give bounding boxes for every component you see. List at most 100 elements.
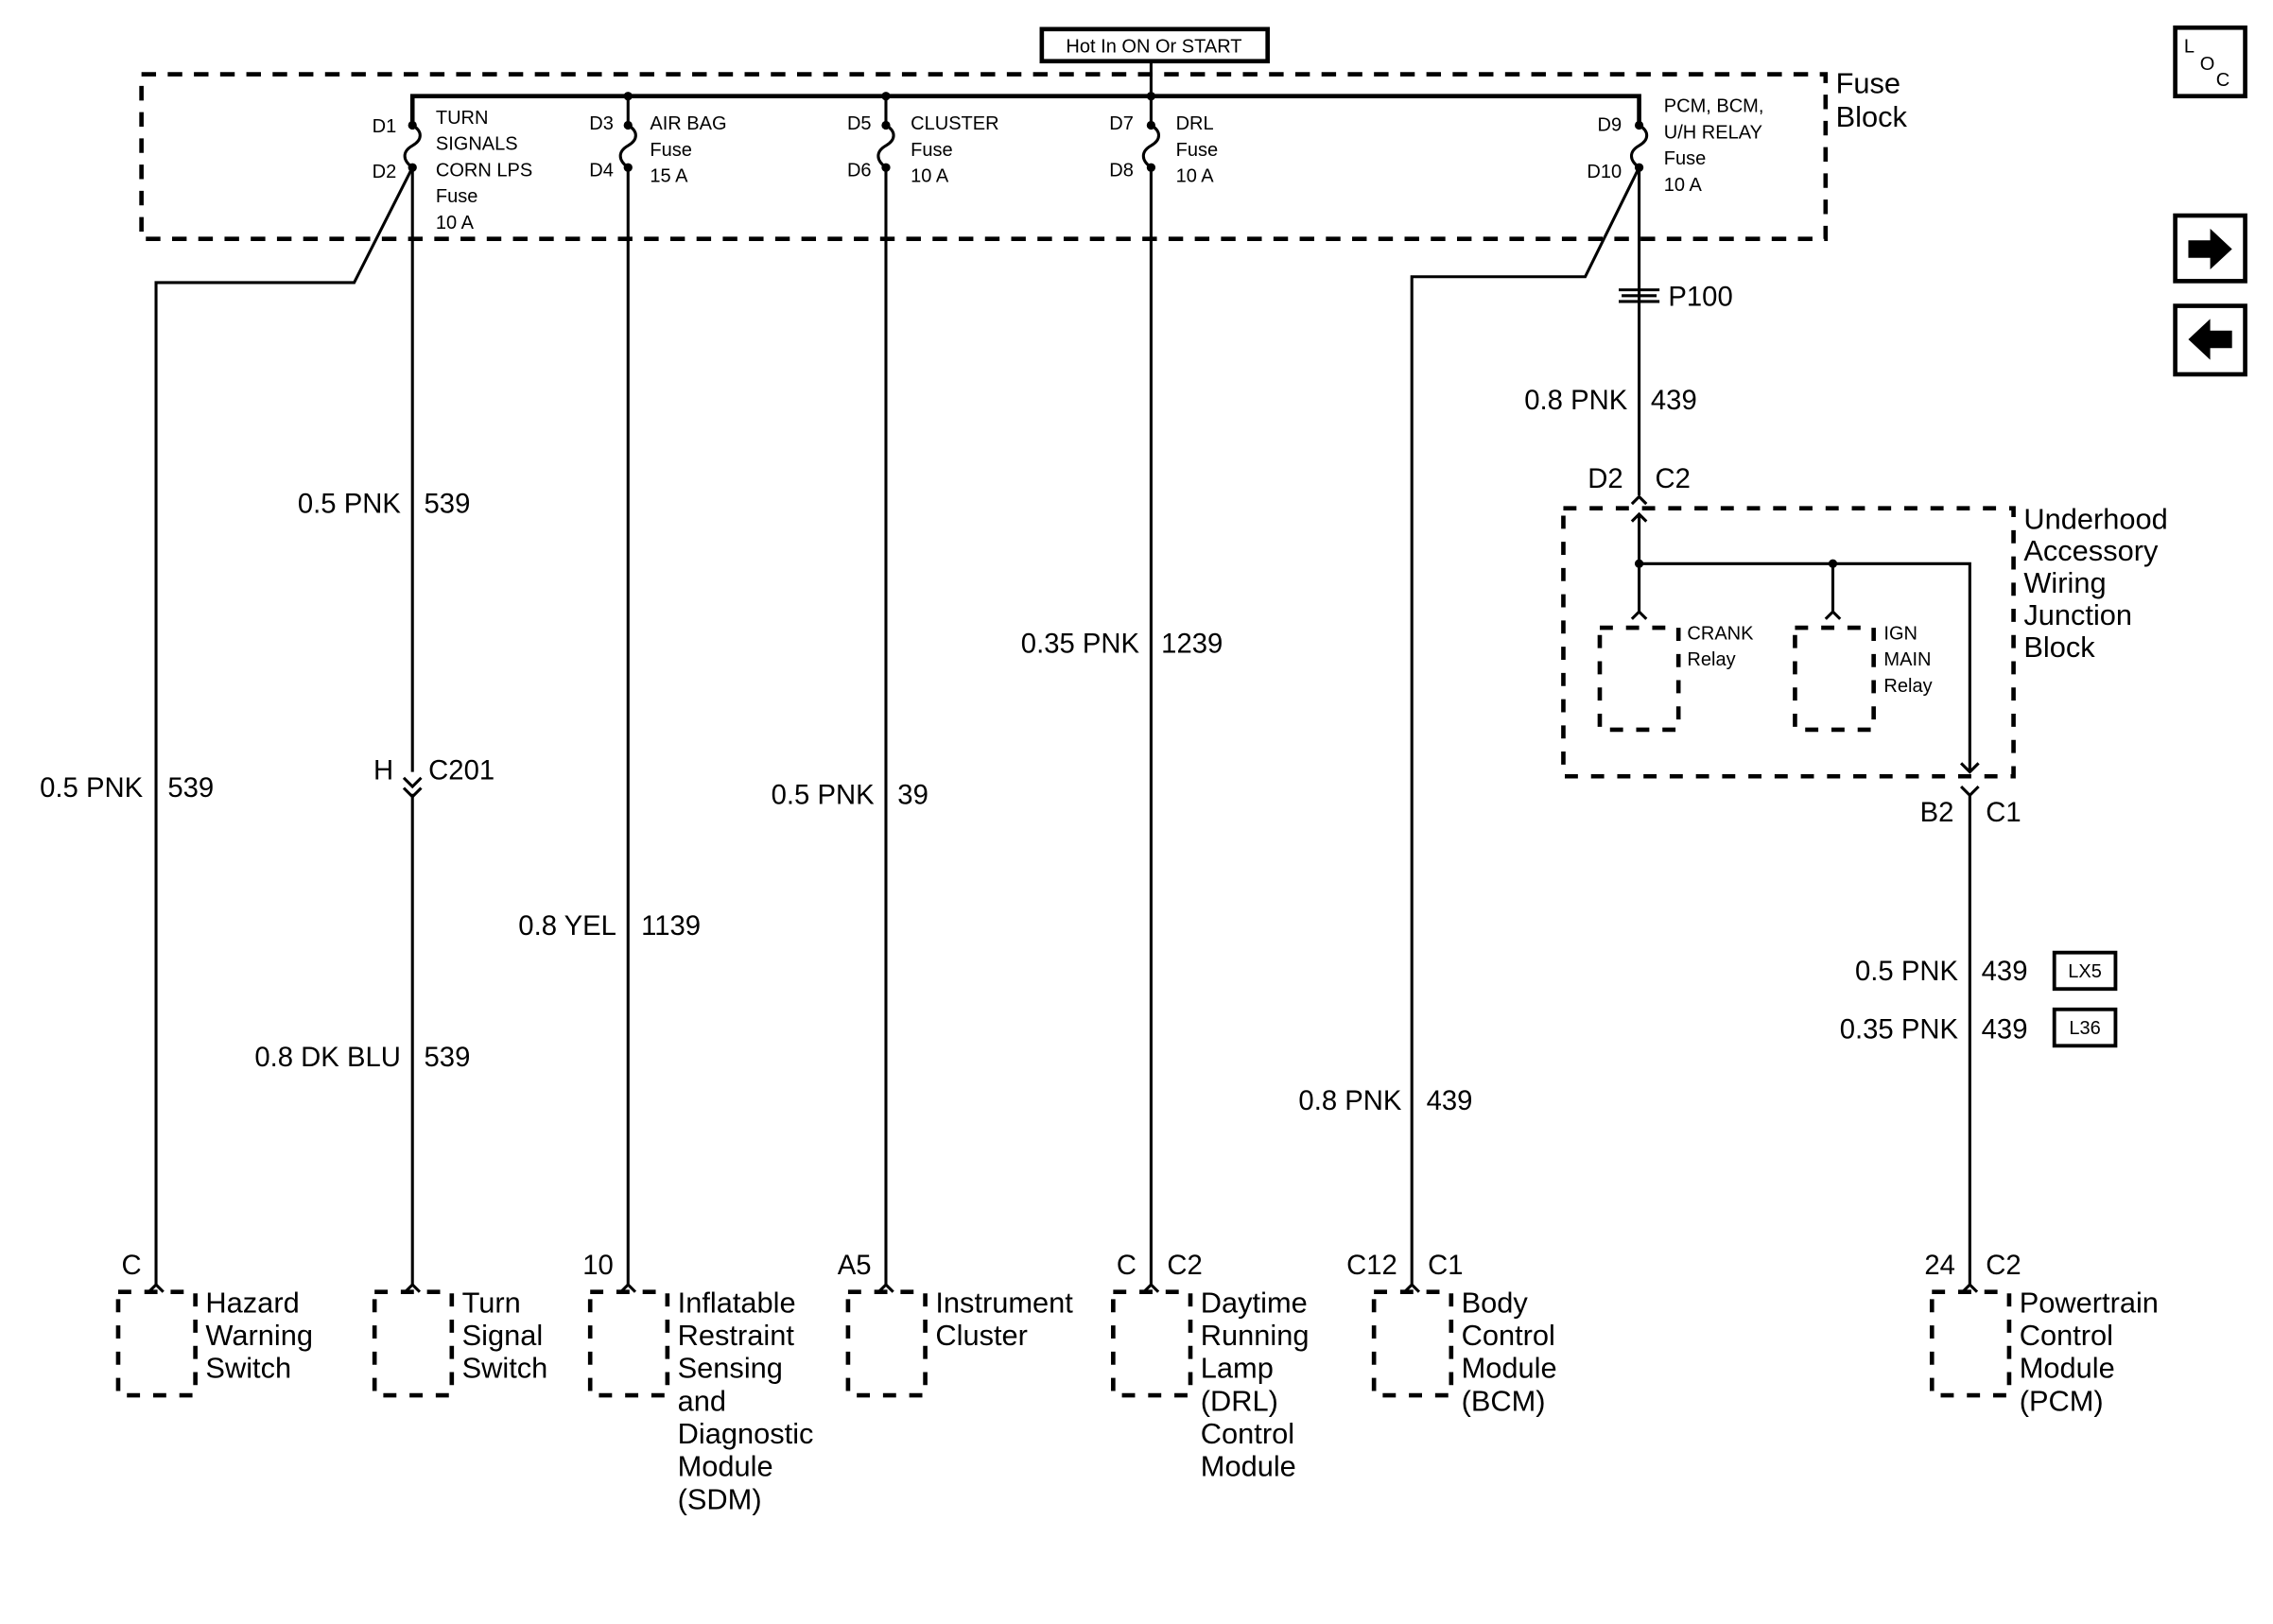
svg-text:D6: D6 <box>847 160 872 181</box>
splice-p100: P100 <box>1619 283 1733 313</box>
connector-name: C201 <box>428 755 495 786</box>
fuse-drl: D7 D8 DRL Fuse 10 A <box>1109 95 1218 187</box>
svg-text:Hot In ON Or START: Hot In ON Or START <box>1066 36 1241 57</box>
component-name: Restraint <box>678 1319 795 1352</box>
component-box <box>587 1289 670 1398</box>
wire-hazard <box>154 166 414 1285</box>
svg-text:D8: D8 <box>1109 160 1134 181</box>
connector-icon <box>1961 1282 1979 1293</box>
component-name: Module <box>678 1450 773 1483</box>
connector-pin: A5 <box>838 1251 872 1281</box>
fuse-block-label: Block <box>1836 100 1908 133</box>
wire-gauge: 0.35 PNK <box>1840 1015 1959 1045</box>
component-name: Control <box>2020 1319 2113 1352</box>
connector-name: C1 <box>1428 1251 1463 1281</box>
component-name: Hazard <box>205 1286 299 1319</box>
wire-circuit: 439 <box>1982 1015 2028 1045</box>
wire-circuit: 39 <box>897 781 928 811</box>
svg-text:PCM, BCM,: PCM, BCM, <box>1664 96 1764 117</box>
svg-text:CRANK: CRANK <box>1687 623 1754 644</box>
connector-icon <box>619 1282 637 1293</box>
wire-circuit: 439 <box>1982 957 2028 987</box>
svg-text:CORN LPS: CORN LPS <box>436 160 532 181</box>
connector-icon <box>404 1282 422 1293</box>
svg-text:Underhood: Underhood <box>2023 502 2167 535</box>
connector-icon <box>147 1282 165 1293</box>
component-name: Signal <box>462 1319 544 1352</box>
component-name: Cluster <box>935 1319 1028 1352</box>
wire-pcm-lower <box>1960 785 1980 1285</box>
svg-text:D3: D3 <box>589 113 614 134</box>
junction-block-label: Underhood Accessory Wiring Junction Bloc… <box>2023 502 2167 664</box>
component-box <box>372 1289 455 1398</box>
option-badge-l36: L36 <box>2052 1007 2118 1048</box>
wire-circuit: 1239 <box>1161 629 1223 659</box>
fuse-block-label: Fuse <box>1836 67 1900 100</box>
svg-text:DRL: DRL <box>1176 113 1214 134</box>
svg-text:IGN: IGN <box>1883 623 1917 644</box>
connector-icon <box>877 1282 894 1293</box>
wire-circuit: 539 <box>425 1043 471 1073</box>
next-page-button[interactable] <box>2173 213 2247 284</box>
junction-dot <box>1634 559 1644 568</box>
wire-gauge: 0.5 PNK <box>40 773 143 803</box>
svg-text:Junction: Junction <box>2023 598 2132 631</box>
wire-bcm <box>1410 166 1640 1285</box>
component-name: Module <box>1201 1450 1296 1483</box>
arrow-right-icon <box>2188 228 2232 270</box>
svg-text:LX5: LX5 <box>2068 961 2102 982</box>
fuse-cluster: D5 D6 CLUSTER Fuse 10 A <box>847 95 999 187</box>
component-name: Daytime <box>1201 1286 1308 1319</box>
component-name: (PCM) <box>2020 1384 2104 1417</box>
wire-circuit: 1139 <box>641 911 701 942</box>
fuse-pcm-bcm: D9 D10 PCM, BCM, U/H RELAY Fuse 10 A <box>1587 96 1763 196</box>
component-name: Turn <box>462 1286 521 1319</box>
svg-text:D5: D5 <box>847 113 872 134</box>
component-name: Powertrain <box>2020 1286 2159 1319</box>
component-name: (DRL) <box>1201 1384 1278 1417</box>
connector-pin: C12 <box>1346 1251 1397 1281</box>
svg-text:Fuse: Fuse <box>650 140 692 161</box>
svg-text:D7: D7 <box>1109 113 1134 134</box>
component-name: Instrument <box>935 1286 1073 1319</box>
fuse-turn: D1 D2 TURN SIGNALS CORN LPS Fuse 10 A <box>373 108 533 233</box>
component-name: Switch <box>205 1352 291 1385</box>
svg-text:AIR BAG: AIR BAG <box>650 113 726 134</box>
power-bus <box>409 94 1641 126</box>
svg-text:U/H RELAY: U/H RELAY <box>1664 122 1762 143</box>
location-button[interactable]: L O C <box>2173 25 2247 99</box>
svg-text:P100: P100 <box>1668 283 1732 313</box>
component-name: (SDM) <box>678 1482 762 1515</box>
wire-gauge: 0.8 YEL <box>518 911 616 942</box>
component-name: Body <box>1462 1286 1529 1319</box>
svg-text:Accessory: Accessory <box>2023 534 2159 567</box>
connector-pin: D2 <box>1588 464 1622 494</box>
component-name: Switch <box>462 1352 548 1385</box>
svg-text:Block: Block <box>2023 631 2095 664</box>
wire-gauge: 0.5 PNK <box>1855 957 1958 987</box>
wire-gauge: 0.8 DK BLU <box>254 1043 401 1073</box>
wire-circuit: 439 <box>1427 1086 1473 1116</box>
previous-page-button[interactable] <box>2173 303 2247 377</box>
component-name: Lamp <box>1201 1352 1274 1385</box>
svg-text:10 A: 10 A <box>1664 175 1703 196</box>
svg-text:C: C <box>2216 70 2230 91</box>
svg-text:Wiring: Wiring <box>2023 566 2106 599</box>
svg-text:D1: D1 <box>373 116 397 137</box>
connector-pin: 10 <box>582 1251 614 1281</box>
connector-pin: C <box>121 1251 141 1281</box>
component-name: and <box>678 1384 726 1417</box>
component-box <box>115 1289 198 1398</box>
fuse-airbag: D3 D4 AIR BAG Fuse 15 A <box>589 95 727 187</box>
junction-dot <box>1828 559 1838 568</box>
component-name: Running <box>1201 1319 1310 1352</box>
connector-name: C2 <box>1656 464 1691 494</box>
svg-text:D9: D9 <box>1597 115 1622 136</box>
component-name: Module <box>2020 1352 2115 1385</box>
location-icon: L <box>2184 36 2195 57</box>
